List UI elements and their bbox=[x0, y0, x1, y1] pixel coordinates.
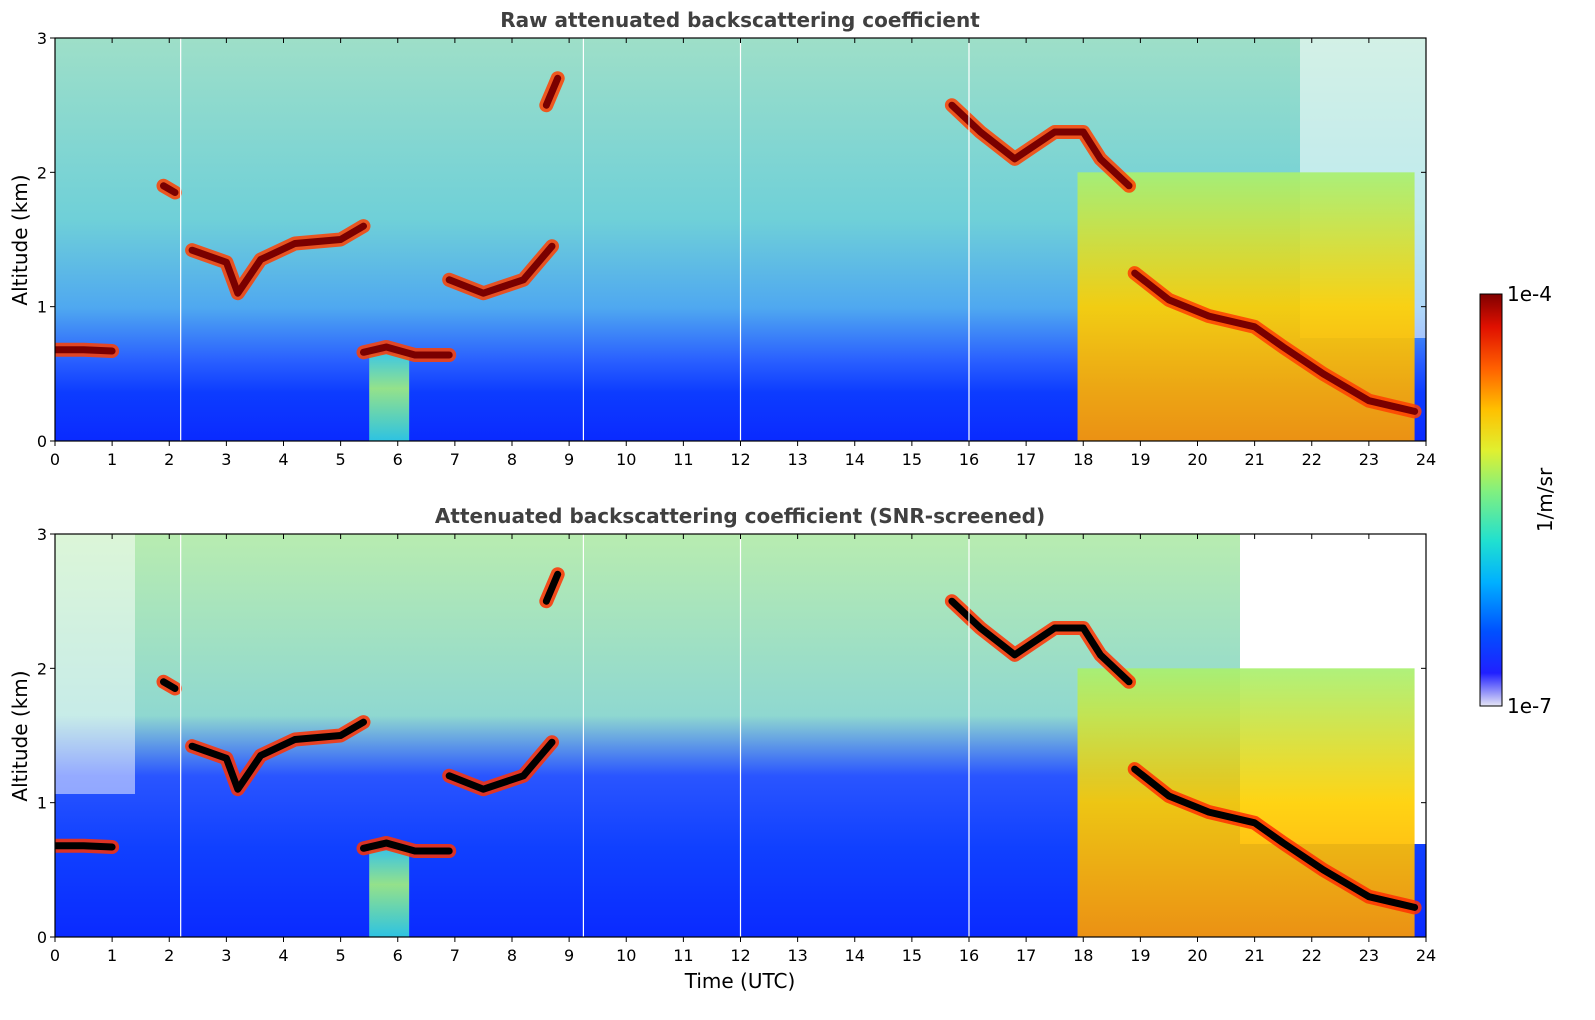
panel-screened-masked-region bbox=[55, 534, 135, 794]
x-tick-label: 12 bbox=[730, 946, 750, 965]
cloud-layer bbox=[445, 738, 556, 793]
colorbar-unit-label: 1/m/sr bbox=[1533, 467, 1557, 532]
colorbar-scale bbox=[1479, 293, 1503, 707]
panel-screened-xlabel: Time (UTC) bbox=[684, 969, 796, 993]
x-tick-label: 12 bbox=[730, 450, 750, 469]
y-tick-label: 1 bbox=[37, 794, 47, 813]
x-tick-label: 14 bbox=[845, 946, 865, 965]
x-tick-label: 23 bbox=[1359, 450, 1379, 469]
cloud-layer bbox=[445, 242, 556, 297]
cloud-layer bbox=[160, 182, 179, 196]
panel-raw-x-ticks: 0 1 2 3 4 5 6 7 8 9 10 11 12 13 14 15 16 17 18 19 20 21 22 23 24 bbox=[50, 38, 1436, 469]
y-tick-label: 2 bbox=[37, 163, 47, 182]
x-tick-label: 19 bbox=[1130, 450, 1150, 469]
x-tick-label: 24 bbox=[1416, 946, 1436, 965]
x-tick-label: 20 bbox=[1187, 946, 1207, 965]
panel-raw-ylabel: Altitude (km) bbox=[8, 174, 32, 305]
panel-screened-y-ticks: 0 1 2 3 bbox=[37, 525, 1426, 947]
cloud-layer bbox=[188, 718, 367, 793]
x-tick-label: 8 bbox=[507, 450, 517, 469]
x-tick-label: 5 bbox=[336, 450, 346, 469]
x-tick-label: 21 bbox=[1244, 946, 1264, 965]
cloud-layer bbox=[360, 839, 453, 855]
cloud-layer bbox=[55, 346, 116, 355]
x-tick-label: 0 bbox=[50, 450, 60, 469]
precip-band bbox=[369, 353, 410, 441]
y-tick-label: 3 bbox=[37, 525, 47, 544]
panel-screened-ylabel: Altitude (km) bbox=[8, 670, 32, 801]
x-tick-label: 8 bbox=[507, 946, 517, 965]
cloud-layer bbox=[542, 74, 562, 109]
x-tick-label: 4 bbox=[278, 946, 288, 965]
x-tick-label: 18 bbox=[1073, 450, 1093, 469]
x-tick-label: 10 bbox=[616, 946, 636, 965]
colorbar: 1e-4 1e-7 1/m/sr bbox=[1479, 282, 1557, 718]
x-tick-label: 21 bbox=[1244, 450, 1264, 469]
panel-screened-x-ticks: 0 1 2 3 4 5 6 7 8 9 10 11 12 13 14 15 16 17 18 19 20 21 22 23 24 bbox=[50, 534, 1436, 965]
y-tick-label: 0 bbox=[37, 928, 47, 947]
y-tick-label: 3 bbox=[37, 29, 47, 48]
x-tick-label: 16 bbox=[959, 946, 979, 965]
x-tick-label: 22 bbox=[1302, 946, 1322, 965]
colorbar-max-label: 1e-4 bbox=[1507, 282, 1552, 306]
y-tick-label: 0 bbox=[37, 432, 47, 451]
y-tick-label: 2 bbox=[37, 659, 47, 678]
x-tick-label: 2 bbox=[164, 450, 174, 469]
x-tick-label: 1 bbox=[107, 946, 117, 965]
cloud-layer bbox=[1131, 765, 1419, 911]
x-tick-label: 2 bbox=[164, 946, 174, 965]
x-tick-label: 15 bbox=[902, 946, 922, 965]
x-tick-label: 11 bbox=[673, 450, 693, 469]
x-tick-label: 6 bbox=[393, 946, 403, 965]
panel-raw-title: Raw attenuated backscattering coefficien… bbox=[500, 8, 980, 32]
x-tick-label: 24 bbox=[1416, 450, 1436, 469]
x-tick-label: 9 bbox=[564, 946, 574, 965]
panel-raw-y-ticks: 0 1 2 3 bbox=[37, 29, 1426, 451]
panel-raw: Raw attenuated backscattering coefficien… bbox=[8, 8, 1436, 469]
x-tick-label: 6 bbox=[393, 450, 403, 469]
cloud-layer bbox=[160, 678, 179, 692]
x-tick-label: 7 bbox=[450, 946, 460, 965]
cloud-layer bbox=[360, 343, 453, 359]
x-tick-label: 7 bbox=[450, 450, 460, 469]
cloud-layer bbox=[1131, 269, 1419, 415]
x-tick-label: 3 bbox=[221, 450, 231, 469]
x-tick-label: 5 bbox=[336, 946, 346, 965]
cloud-layer bbox=[948, 597, 1133, 686]
x-tick-label: 0 bbox=[50, 946, 60, 965]
cloud-layer bbox=[55, 842, 116, 851]
x-tick-label: 17 bbox=[1016, 450, 1036, 469]
x-tick-label: 3 bbox=[221, 946, 231, 965]
x-tick-label: 1 bbox=[107, 450, 117, 469]
x-tick-label: 19 bbox=[1130, 946, 1150, 965]
x-tick-label: 18 bbox=[1073, 946, 1093, 965]
panel-screened-plot-area bbox=[55, 534, 1426, 937]
x-tick-label: 22 bbox=[1302, 450, 1322, 469]
colorbar-min-label: 1e-7 bbox=[1507, 694, 1552, 718]
panel-screened-title: Attenuated backscattering coefficient (S… bbox=[435, 504, 1045, 528]
x-tick-label: 20 bbox=[1187, 450, 1207, 469]
x-tick-label: 10 bbox=[616, 450, 636, 469]
x-tick-label: 16 bbox=[959, 450, 979, 469]
x-tick-label: 23 bbox=[1359, 946, 1379, 965]
x-tick-label: 14 bbox=[845, 450, 865, 469]
x-tick-label: 11 bbox=[673, 946, 693, 965]
panel-screened: Attenuated backscattering coefficient (S… bbox=[8, 504, 1436, 993]
x-tick-label: 13 bbox=[787, 450, 807, 469]
precip-band bbox=[369, 849, 410, 937]
x-tick-label: 17 bbox=[1016, 946, 1036, 965]
x-tick-label: 15 bbox=[902, 450, 922, 469]
x-tick-label: 9 bbox=[564, 450, 574, 469]
cloud-layer bbox=[542, 570, 562, 605]
cloud-layer bbox=[188, 222, 367, 297]
x-tick-label: 4 bbox=[278, 450, 288, 469]
panel-raw-plot-area bbox=[55, 38, 1426, 441]
x-tick-label: 13 bbox=[787, 946, 807, 965]
cloud-layer bbox=[948, 101, 1133, 190]
y-tick-label: 1 bbox=[37, 298, 47, 317]
